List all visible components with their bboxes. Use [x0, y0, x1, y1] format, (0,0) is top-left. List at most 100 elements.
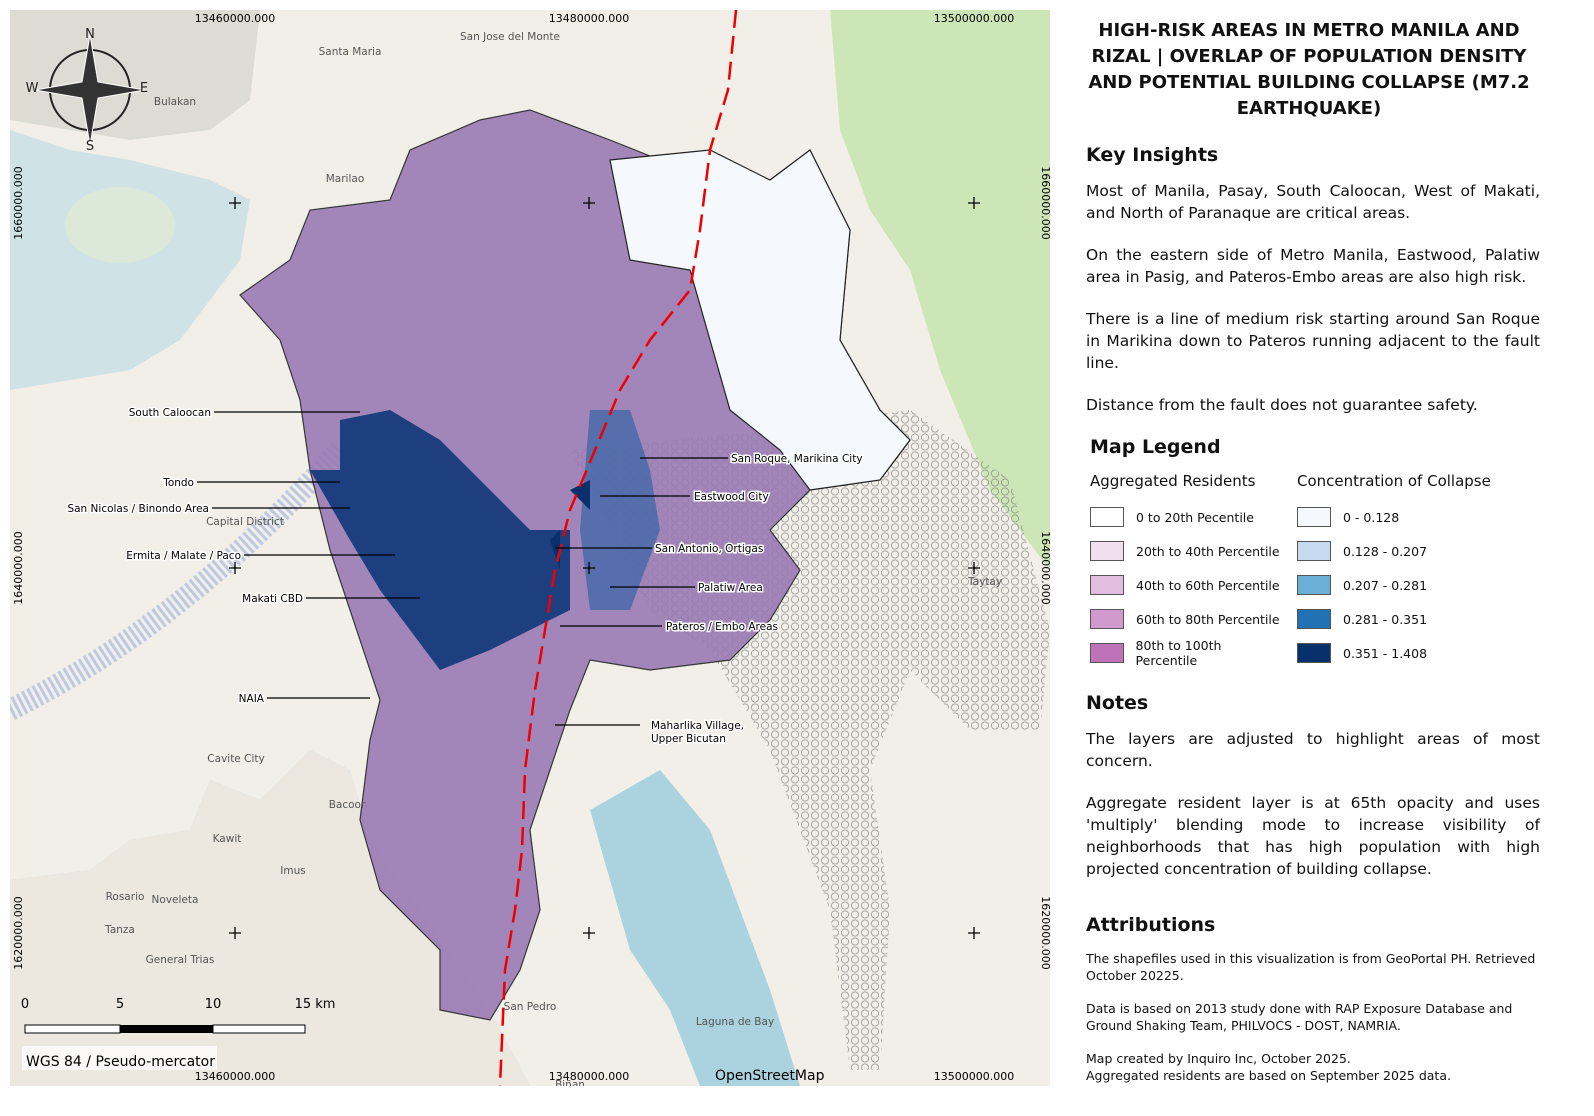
legend-item: 20th to 40th Percentile [1090, 534, 1285, 568]
paragraph: The shapefiles used in this visualizatio… [1086, 951, 1536, 983]
place-label: San Jose del Monte [460, 31, 560, 43]
legend-swatch [1297, 541, 1331, 561]
legend-item: 0.351 - 1.408 [1297, 636, 1517, 670]
legend-label: 0.351 - 1.408 [1343, 645, 1428, 661]
legend-group: Aggregated Residents 0 to 20th Pecentile 2… [1090, 472, 1285, 670]
map: 13460000.000 13460000.000 13480000.000 1348… [10, 10, 1050, 1086]
legend-item: 0 - 0.128 [1297, 500, 1517, 534]
compass [34, 34, 146, 146]
x-coordinate: 13500000.000 [934, 12, 1014, 25]
scale-label: 10 [205, 997, 222, 1012]
title: HIGH-RISK AREAS IN METRO MANILA AND RIZA… [1088, 20, 1530, 119]
callout-label: San Antonio, Ortigas [655, 543, 763, 555]
grid-cross [968, 927, 980, 939]
callout-label: Tondo [162, 477, 194, 489]
place-label: Cavite City [207, 753, 264, 765]
callout-label: Palatiw Area [698, 582, 763, 594]
notes: The layers are adjusted to highlight are… [1078, 728, 1540, 880]
callout-label: San Roque, Marikina City [731, 453, 863, 465]
callout-label: Makati CBD [242, 593, 303, 605]
legend-label: 80th to 100th Percentile [1135, 638, 1222, 668]
legend-label: 20th to 40th Percentile [1136, 543, 1280, 559]
legend-swatch [1090, 507, 1124, 527]
paragraph: Data is based on 2013 study done with RA… [1086, 1001, 1513, 1033]
y-coordinate: 1640000.000 [12, 531, 25, 604]
callout-label: Eastwood City [694, 491, 769, 503]
place-label: Marilao [326, 173, 365, 185]
legend-swatch [1090, 575, 1124, 595]
x-coordinate: 13480000.000 [549, 1070, 629, 1083]
callout-label: Maharlika Village, [651, 720, 744, 732]
callout-label: South Caloocan [129, 407, 211, 419]
legend-item: 80th to 100th Percentile [1090, 636, 1285, 670]
legend: Aggregated Residents 0 to 20th Pecentile 2… [1090, 472, 1540, 670]
legend-label: 0 to 20th Pecentile [1136, 509, 1254, 525]
place-label: Bacoor [329, 799, 366, 811]
paragraph: Distance from the fault does not guarant… [1086, 396, 1478, 414]
paragraph: There is a line of medium risk starting … [1086, 310, 1540, 372]
insights: Most of Manila, Pasay, South Caloocan, W… [1078, 180, 1540, 416]
legend-group: Concentration of Collapse 0 - 0.128 0.128 … [1297, 472, 1517, 670]
legend-item: 40th to 60th Percentile [1090, 568, 1285, 602]
legend-swatch [1297, 643, 1331, 663]
y-coordinate: 1660000.000 [1039, 166, 1050, 239]
y-coordinate: 1660000.000 [12, 166, 25, 239]
x-coordinate: 13460000.000 [195, 12, 275, 25]
compass-letter: S [86, 139, 94, 154]
callout-label: Ermita / Malate / Paco [126, 550, 241, 562]
paragraph: Most of Manila, Pasay, South Caloocan, W… [1086, 182, 1540, 222]
place-label: Imus [280, 865, 305, 877]
legend-swatch [1090, 643, 1124, 663]
section-heading: Key Insights [1086, 144, 1219, 166]
legend-item: 60th to 80th Percentile [1090, 602, 1285, 636]
legend-title: Aggregated Residents [1090, 472, 1256, 490]
paragraph: On the eastern side of Metro Manila, Eas… [1086, 246, 1540, 286]
legend-label: 40th to 60th Percentile [1136, 577, 1280, 593]
callout-label: NAIA [239, 693, 265, 705]
section-heading: Map Legend [1090, 436, 1221, 458]
place-label: Tanza [104, 924, 135, 936]
x-coordinate: 13460000.000 [195, 1070, 275, 1083]
legend-title: Concentration of Collapse [1297, 472, 1491, 490]
grid-cross [968, 562, 980, 574]
place-label: Santa Maria [319, 46, 382, 58]
y-coordinate: 1640000.000 [1039, 531, 1050, 604]
place-label: Capital District [206, 516, 284, 528]
place-label: Biñan [555, 1079, 585, 1086]
place-label: Bulakan [154, 96, 196, 108]
place-label: Taytay [967, 576, 1002, 588]
attributions: The shapefiles used in this visualizatio… [1078, 950, 1540, 1084]
grid-cross [229, 927, 241, 939]
scale-label: 5 [116, 997, 124, 1012]
grid-cross [229, 562, 241, 574]
y-coordinate: 1620000.000 [1039, 896, 1050, 969]
compass-letter: N [85, 27, 95, 42]
fault-line [498, 10, 738, 1086]
legend-label: 60th to 80th Percentile [1136, 611, 1280, 627]
legend-swatch [1297, 507, 1331, 527]
paragraph: Map created by Inquiro Inc, October 2025… [1086, 1051, 1451, 1083]
place-label: San Pedro [504, 1001, 557, 1013]
callout-label: Pateros / Embo Areas [666, 621, 778, 633]
legend-swatch [1090, 609, 1124, 629]
paragraph: Aggregate resident layer is at 65th opac… [1086, 794, 1540, 878]
legend-item: 0.207 - 0.281 [1297, 568, 1517, 602]
basemap-credit: OpenStreetMap [715, 1068, 825, 1084]
x-coordinate: 13480000.000 [549, 12, 629, 25]
place-label: Noveleta [152, 894, 199, 906]
y-coordinate: 1620000.000 [12, 896, 25, 969]
metro-area [239, 109, 911, 1021]
place-label: Laguna de Bay [696, 1016, 774, 1028]
callout-label: San Nicolas / Binondo Area [67, 503, 209, 515]
callout-label: Upper Bicutan [651, 733, 726, 745]
place-label: Rosario [106, 891, 145, 903]
grid-cross [583, 197, 595, 209]
grid-cross [583, 562, 595, 574]
scale-bar [24, 1024, 306, 1034]
place-label: Kawit [213, 833, 242, 845]
place-label: General Trias [146, 954, 215, 966]
legend-swatch [1297, 575, 1331, 595]
legend-label: 0.281 - 0.351 [1343, 611, 1428, 627]
scale-label: 15 km [295, 997, 336, 1012]
